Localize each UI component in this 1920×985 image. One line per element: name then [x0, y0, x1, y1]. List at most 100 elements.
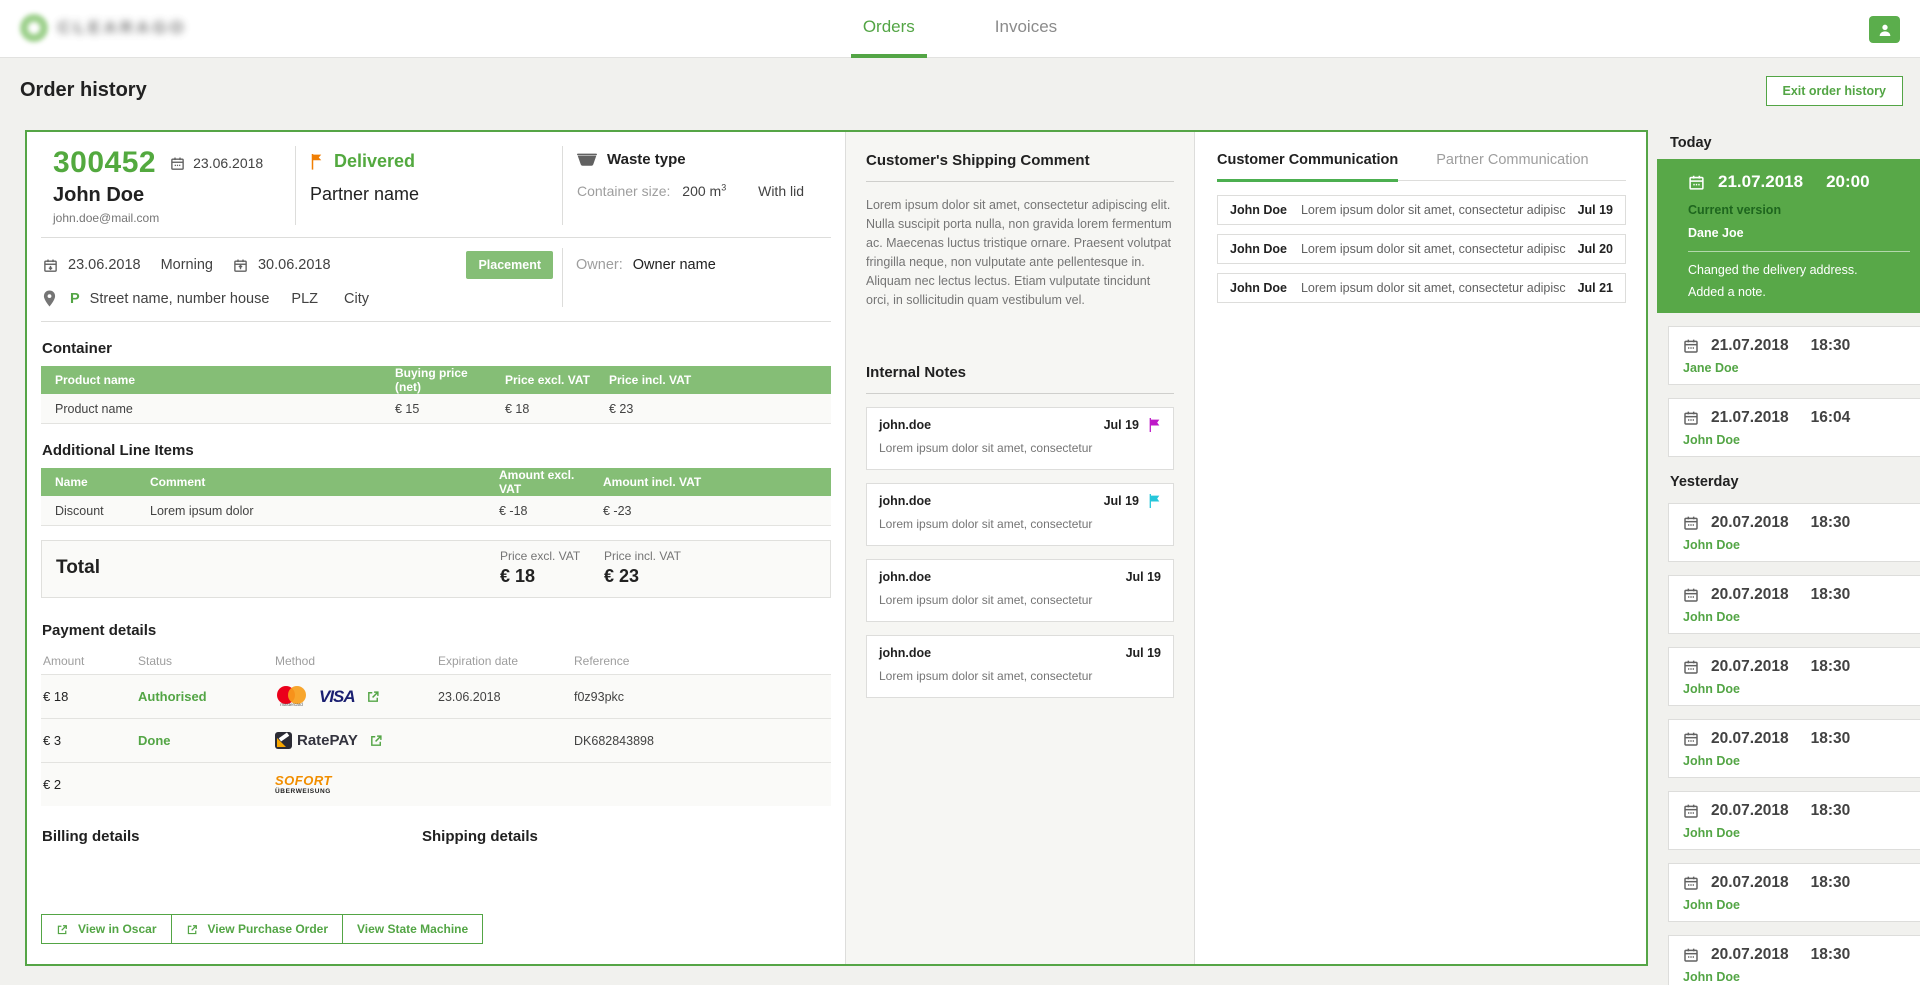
total-summary: Total Price excl. VAT € 18 Price incl. V…: [41, 540, 831, 598]
page-title: Order history: [20, 79, 147, 102]
entry-author: Jane Doe: [1683, 361, 1911, 375]
entry-author: John Doe: [1683, 898, 1911, 912]
internal-note: john.doe Jul 19 Lorem ipsum dolor sit am…: [866, 635, 1174, 698]
timeline-today-label: Today: [1670, 135, 1920, 151]
calendar-icon: [1683, 659, 1699, 675]
col-price-excl: Price excl. VAT: [491, 373, 595, 387]
calendar-up-icon: [233, 258, 248, 273]
order-status: Delivered: [334, 151, 415, 172]
entry-author: Dane Joe: [1688, 226, 1910, 240]
timeline-entry-card[interactable]: 20.07.2018 18:30 John Doe: [1668, 791, 1920, 850]
order-status-block: Delivered Partner name: [295, 146, 562, 225]
order-identity-block: 300452 23.06.2018 John Doe john.doe@mail…: [41, 146, 295, 225]
entry-author: John Doe: [1683, 433, 1911, 447]
view-purchase-order-button[interactable]: View Purchase Order: [171, 914, 344, 944]
col-buying-price: Buying price (net): [381, 366, 491, 394]
order-header: 300452 23.06.2018 John Doe john.doe@mail…: [41, 146, 831, 225]
timeline-entry-card[interactable]: 20.07.2018 18:30 John Doe: [1668, 503, 1920, 562]
tab-orders[interactable]: Orders: [851, 0, 927, 58]
timeline-entry-card[interactable]: 20.07.2018 18:30 John Doe: [1668, 647, 1920, 706]
timeline-yesterday-label: Yesterday: [1670, 474, 1920, 490]
exit-order-history-button[interactable]: Exit order history: [1766, 76, 1904, 106]
entry-time: 18:30: [1811, 658, 1851, 676]
external-link-icon: [56, 923, 69, 936]
entry-date: 20.07.2018: [1711, 586, 1789, 604]
divider: [41, 237, 831, 238]
user-menu-button[interactable]: [1869, 16, 1900, 43]
entry-time: 18:30: [1811, 586, 1851, 604]
line-items-section-title: Additional Line Items: [41, 442, 831, 459]
timeline-entry-card[interactable]: 21.07.2018 16:04 John Doe: [1668, 398, 1920, 457]
payment-section-title: Payment details: [41, 622, 831, 639]
calendar-icon: [1683, 410, 1699, 426]
timeline-entry-card[interactable]: 20.07.2018 18:30 John Doe: [1668, 935, 1920, 985]
shipping-comment-text: Lorem ipsum dolor sit amet, consectetur …: [866, 196, 1174, 310]
payment-row: € 3 Done RatePAY DK682843898: [41, 718, 831, 762]
entry-date: 20.07.2018: [1711, 514, 1789, 532]
payment-external-link-icon[interactable]: [369, 733, 384, 748]
current-version-label: Current version: [1688, 203, 1910, 217]
total-excl: Price excl. VAT € 18: [486, 549, 590, 587]
note-flag-icon: [1148, 494, 1161, 508]
entry-time: 18:30: [1811, 337, 1851, 355]
container-table-header: Product name Buying price (net) Price ex…: [41, 366, 831, 394]
owner-name: Owner name: [633, 257, 716, 273]
delivery-slot: Morning: [161, 257, 213, 273]
order-details-column: 300452 23.06.2018 John Doe john.doe@mail…: [27, 132, 845, 964]
timeline-entry-card[interactable]: 20.07.2018 18:30 John Doe: [1668, 719, 1920, 778]
timeline-entry-card[interactable]: 20.07.2018 18:30 John Doe: [1668, 863, 1920, 922]
container-table-row: Product name € 15 € 18 € 23: [41, 394, 831, 424]
calendar-icon: [1683, 947, 1699, 963]
entry-author: John Doe: [1683, 682, 1911, 696]
tab-invoices[interactable]: Invoices: [983, 0, 1069, 58]
container-lid: With lid: [758, 183, 804, 199]
view-state-machine-button[interactable]: View State Machine: [342, 914, 483, 944]
page-header: Order history Exit order history: [0, 58, 1920, 122]
calendar-down-icon: [43, 258, 58, 273]
timeline-entry-card[interactable]: 20.07.2018 18:30 John Doe: [1668, 575, 1920, 634]
address-plz: PLZ: [291, 291, 318, 307]
owner-label: Owner:: [576, 257, 623, 273]
shipping-comment-title: Customer's Shipping Comment: [866, 152, 1174, 182]
entry-date: 21.07.2018: [1718, 172, 1803, 192]
entry-date: 21.07.2018: [1711, 409, 1789, 427]
container-size-label: Container size:: [577, 183, 670, 199]
communication-message: John Doe Lorem ipsum dolor sit amet, con…: [1217, 234, 1626, 264]
order-detail-panel: 300452 23.06.2018 John Doe john.doe@mail…: [25, 130, 1648, 966]
shipping-details-title: Shipping details: [421, 828, 831, 845]
entry-time: 18:30: [1811, 802, 1851, 820]
internal-note: john.doe Jul 19 Lorem ipsum dolor sit am…: [866, 407, 1174, 470]
entry-time: 18:30: [1811, 874, 1851, 892]
placement-badge: Placement: [466, 251, 553, 279]
divider: [1688, 251, 1910, 252]
entry-date: 20.07.2018: [1711, 802, 1789, 820]
delivery-date: 23.06.2018: [68, 257, 141, 273]
internal-notes-title: Internal Notes: [866, 364, 1174, 394]
entry-time: 18:30: [1811, 730, 1851, 748]
payment-external-link-icon[interactable]: [366, 689, 381, 704]
col-comment: Comment: [136, 475, 485, 489]
customer-name: John Doe: [53, 184, 295, 207]
main-nav: Orders Invoices: [0, 0, 1920, 58]
notes-column: Customer's Shipping Comment Lorem ipsum …: [845, 132, 1195, 964]
change-description: Changed the delivery address.: [1688, 263, 1910, 277]
change-description: Added a note.: [1688, 285, 1910, 299]
tab-partner-communication[interactable]: Partner Communication: [1436, 152, 1588, 182]
address-city: City: [344, 291, 369, 307]
col-price-incl: Price incl. VAT: [595, 373, 831, 387]
external-link-icon: [186, 923, 199, 936]
total-label: Total: [42, 557, 486, 579]
container-size-value: 200 m3: [682, 183, 726, 199]
entry-date: 21.07.2018: [1711, 337, 1789, 355]
mastercard-logo: mastercard: [275, 685, 308, 708]
owner-block: Owner: Owner name: [562, 248, 831, 307]
status-flag-icon: [310, 153, 325, 170]
entry-time: 18:30: [1811, 514, 1851, 532]
calendar-icon: [170, 156, 185, 171]
location-pin-icon: [43, 290, 56, 307]
col-amount-incl: Amount incl. VAT: [589, 475, 831, 489]
timeline-entry-card[interactable]: 21.07.2018 18:30 Jane Doe: [1668, 326, 1920, 385]
view-in-oscar-button[interactable]: View in Oscar: [41, 914, 172, 944]
tab-customer-communication[interactable]: Customer Communication: [1217, 152, 1398, 182]
timeline-current-version-card[interactable]: 21.07.2018 20:00 Current version Dane Jo…: [1657, 159, 1920, 313]
